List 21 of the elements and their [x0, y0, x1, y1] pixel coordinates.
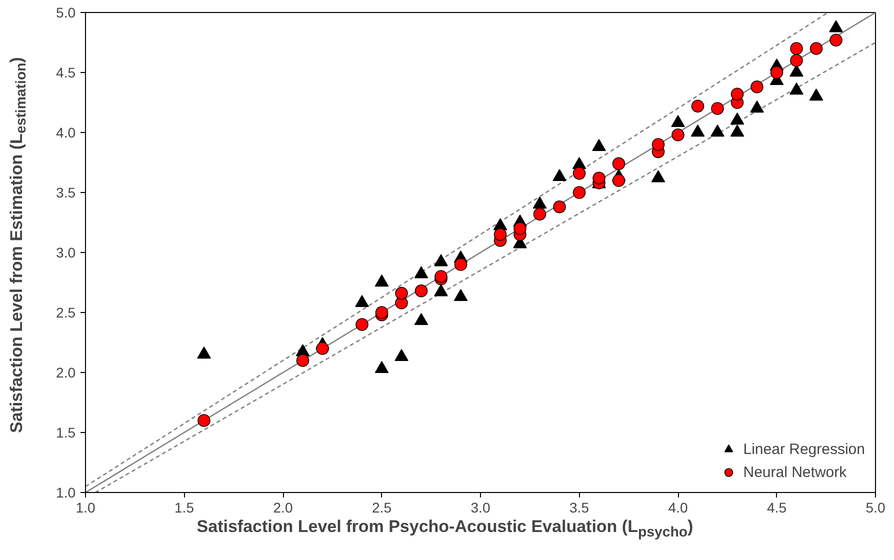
- y-tick-label: 3.0: [56, 244, 76, 260]
- y-tick-label: 2.5: [56, 304, 76, 320]
- x-axis-title: Satisfaction Level from Psycho-Acoustic Evaluation (L$_{psycho}$): [196, 516, 694, 542]
- y-tick-label: 1.5: [56, 424, 76, 440]
- x-tick-label: 2.5: [372, 500, 392, 516]
- x-tick-label: 3.5: [570, 500, 590, 516]
- x-tick-label: 1.5: [174, 500, 194, 516]
- y-tick-label: 3.5: [56, 184, 76, 200]
- y-tick-label: 1.0: [56, 484, 76, 500]
- legend-label: Neural Network: [743, 464, 847, 480]
- x-tick-label: 4.0: [668, 500, 688, 516]
- y-tick-label: 4.5: [56, 64, 76, 80]
- legend-label: Linear Regression: [743, 440, 865, 458]
- x-tick-label: 4.5: [767, 500, 787, 516]
- x-tick-label: 3.0: [470, 500, 490, 516]
- x-tick-label: 1.0: [76, 500, 96, 516]
- x-tick-label: 2.0: [273, 500, 293, 516]
- y-tick-label: 2.0: [56, 364, 76, 380]
- y-tick-label: 5.0: [56, 4, 76, 20]
- y-tick-label: 4.0: [56, 124, 76, 140]
- x-tick-label: 5.0: [866, 500, 886, 516]
